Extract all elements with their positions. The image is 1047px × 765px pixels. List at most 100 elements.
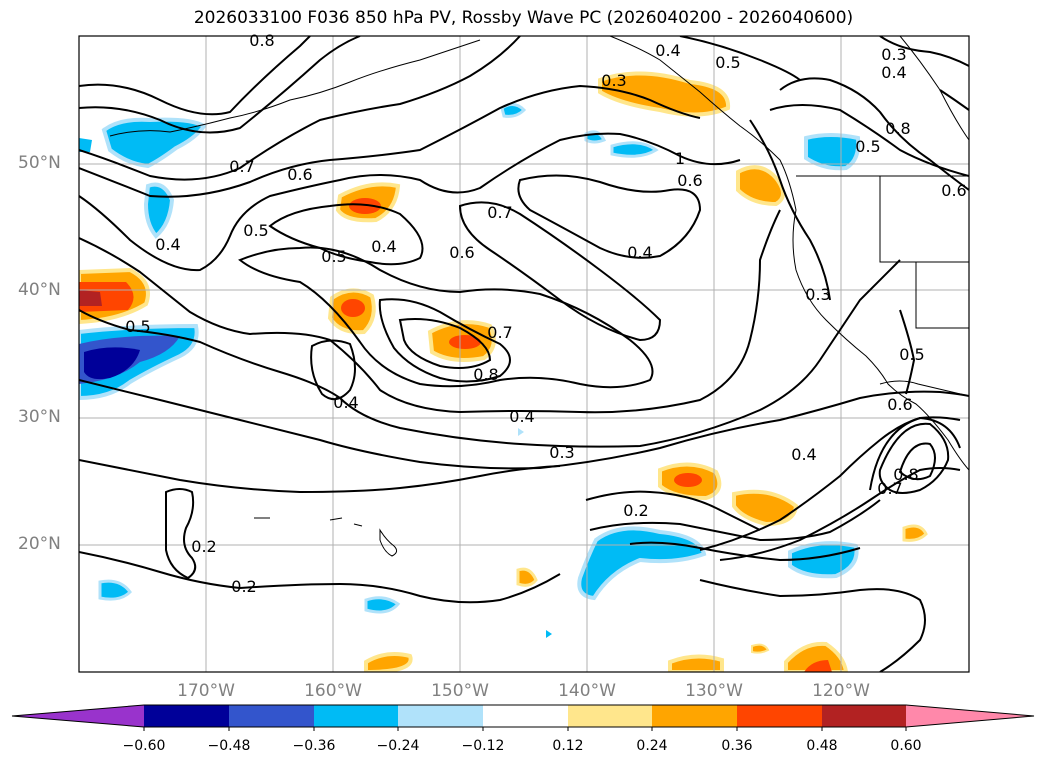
contour-label: 0.5 xyxy=(715,53,740,72)
map-frame xyxy=(78,35,970,673)
contour-label: 0.7 xyxy=(487,323,512,342)
positive-anomaly-core xyxy=(79,290,102,306)
contour-label: 0.4 xyxy=(655,41,680,60)
contour-label: 0.4 xyxy=(155,235,180,254)
contour-label: 0.4 xyxy=(791,445,816,464)
lon-label: 170°W xyxy=(177,681,235,701)
coastlines xyxy=(109,36,969,557)
positive-anomaly-core xyxy=(804,660,832,672)
colorbar-tick-label: 0.60 xyxy=(890,738,922,754)
contour-label: 0.6 xyxy=(449,243,474,262)
contour-label: 0.4 xyxy=(509,407,534,426)
lon-label: 130°W xyxy=(685,681,743,701)
lat-label: 30°N xyxy=(18,407,61,427)
contour-label: 0.6 xyxy=(677,171,702,190)
contour-label: 0.4 xyxy=(371,237,396,256)
positive-anomaly-core xyxy=(674,473,702,487)
negative-anomaly-patch xyxy=(84,347,140,380)
lat-label: 50°N xyxy=(18,153,61,173)
colorbar-tick-label: 0.12 xyxy=(552,738,584,754)
positive-anomaly-patch xyxy=(516,567,538,587)
colorbar-tick-label: 0.24 xyxy=(636,738,668,754)
positive-anomaly-patch xyxy=(784,641,849,672)
contour-label: 0.5 xyxy=(125,317,150,336)
negative-anomaly-patch xyxy=(788,541,859,579)
colorbar-tick-label: 0.48 xyxy=(806,738,838,754)
contour-label: 0.8 xyxy=(249,31,274,50)
graticule xyxy=(79,36,969,672)
contour-label: 0.2 xyxy=(231,577,256,596)
colorbar-tick-label: −0.36 xyxy=(292,738,336,754)
colorbar-tick-label: −0.60 xyxy=(122,738,166,754)
contour-label: 0.3 xyxy=(881,45,906,64)
positive-anomaly-patch xyxy=(902,524,928,542)
contour-label: 0.8 xyxy=(893,465,918,484)
negative-anomaly-patch xyxy=(804,133,861,171)
contour-label: 0.4 xyxy=(881,63,906,82)
negative-anomaly-patch xyxy=(610,141,659,158)
colorbar-tick-label: 0.36 xyxy=(721,738,753,754)
positive-anomaly-core xyxy=(449,335,481,349)
positive-anomaly-patch xyxy=(736,165,785,207)
negative-anomaly-patch xyxy=(364,596,401,614)
positive-anomaly-patch xyxy=(732,489,799,527)
colorbar-extend-low xyxy=(12,705,144,727)
colorbar xyxy=(11,704,1035,731)
positive-anomaly-core xyxy=(349,198,381,214)
contour-label: 1 xyxy=(675,149,685,168)
contour-label: 0.6 xyxy=(887,395,912,414)
contour-label: 0.6 xyxy=(941,181,966,200)
colorbar-swatch xyxy=(229,705,314,727)
colorbar-swatch xyxy=(483,705,568,727)
map-title: 2026033100 F036 850 hPa PV, Rossby Wave … xyxy=(193,8,854,28)
lon-label: 140°W xyxy=(558,681,616,701)
colorbar-tick-label: −0.12 xyxy=(461,738,505,754)
contour-label: 0.5 xyxy=(899,345,924,364)
contour-label: 0.6 xyxy=(287,165,312,184)
colorbar-swatch xyxy=(314,705,398,727)
positive-anomaly-patch xyxy=(668,654,724,672)
negative-anomaly-patch xyxy=(98,579,132,601)
pv-contours xyxy=(79,36,969,672)
lon-label: 120°W xyxy=(812,681,870,701)
colorbar-tick-label: −0.24 xyxy=(376,738,420,754)
contour-label: 0.8 xyxy=(885,119,910,138)
contour-label: 0.3 xyxy=(805,285,830,304)
contour-label: 0.7 xyxy=(487,203,512,222)
positive-anomaly-patch xyxy=(751,643,770,654)
contour-label: 0.4 xyxy=(627,243,652,262)
colorbar-swatch xyxy=(652,705,737,727)
lon-label: 160°W xyxy=(304,681,362,701)
contour-label: 0.2 xyxy=(191,537,216,556)
negative-anomaly-patch xyxy=(577,526,707,601)
colorbar-swatch xyxy=(144,705,229,727)
contour-label: 0.7 xyxy=(229,157,254,176)
colorbar-tick-label: −0.48 xyxy=(207,738,251,754)
pv-anomaly-shading xyxy=(79,71,928,672)
negative-anomaly-patch xyxy=(79,138,92,152)
colorbar-swatch xyxy=(737,705,822,727)
colorbar-swatch xyxy=(398,705,483,727)
colorbar-extend-high xyxy=(906,705,1034,727)
negative-anomaly-patch xyxy=(546,630,552,638)
lat-label: 40°N xyxy=(18,280,61,300)
positive-anomaly-patch xyxy=(364,652,413,672)
contour-label: 0.5 xyxy=(855,137,880,156)
positive-anomaly-core xyxy=(341,299,365,317)
contour-label: 0.5 xyxy=(321,247,346,266)
contour-label: 0.7 xyxy=(877,479,902,498)
positive-anomaly-patch xyxy=(598,71,731,117)
contour-label: 0.3 xyxy=(601,71,626,90)
contour-label: 0.8 xyxy=(473,365,498,384)
colorbar-swatch xyxy=(822,705,906,727)
contour-label: 0.2 xyxy=(623,501,648,520)
lat-label: 20°N xyxy=(18,534,61,554)
contour-labels: 0.8 0.4 0.5 0.3 0.4 0.3 0.8 0.5 0.7 0.6 … xyxy=(125,31,966,596)
negative-anomaly-patch xyxy=(143,182,175,239)
contour-label: 0.5 xyxy=(243,221,268,240)
negative-anomaly-patch xyxy=(101,117,207,169)
lon-label: 150°W xyxy=(431,681,489,701)
contour-label: 0.3 xyxy=(549,443,574,462)
negative-anomaly-patch xyxy=(518,428,524,436)
contour-label: 0.4 xyxy=(333,393,358,412)
